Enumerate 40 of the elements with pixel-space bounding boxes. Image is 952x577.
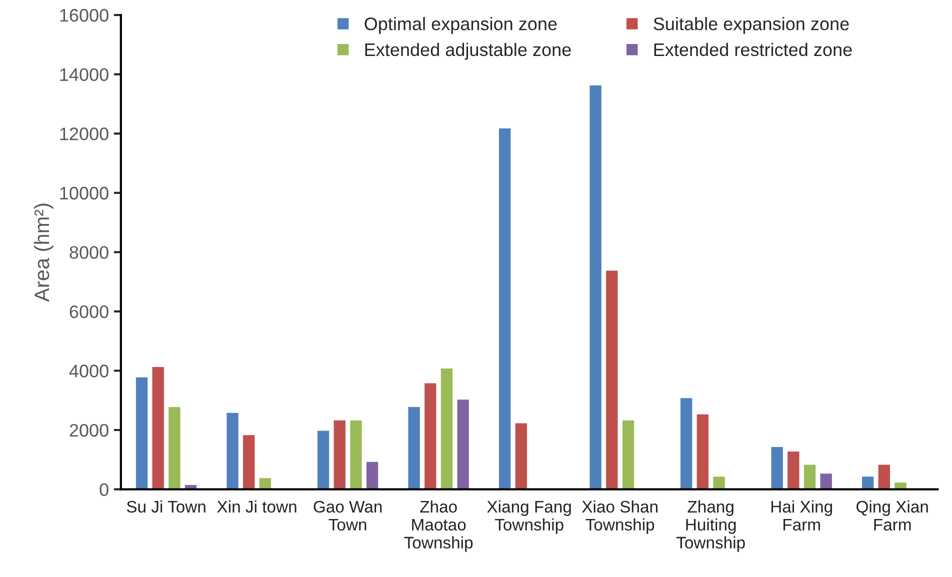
bar	[621, 418, 636, 490]
legend-label: Extended adjustable zone	[365, 42, 571, 60]
y-tick-label: 12000	[60, 128, 108, 140]
y-axis-title: Area (hm²)	[34, 204, 54, 302]
bar	[818, 472, 834, 490]
bar	[695, 413, 710, 490]
y-tick-label: 4000	[69, 364, 108, 378]
bar	[439, 367, 454, 490]
y-tick-label: 0	[100, 483, 108, 496]
y-tick-label: 14000	[60, 68, 108, 82]
y-tick-label: 16000	[60, 8, 108, 22]
y-tick-label: 6000	[70, 305, 108, 318]
y-tick-label: 8000	[70, 246, 108, 259]
x-tick-label: Zhao Maotao Township	[404, 500, 473, 552]
x-tick-label: Xin Ji town	[217, 500, 296, 513]
bar	[258, 476, 272, 490]
x-tick-label: Xiao Shan Township	[582, 500, 658, 534]
x-tick-label: Xiang Fang Township	[487, 500, 571, 534]
bar	[498, 126, 512, 490]
y-tick-label: 10000	[60, 186, 108, 200]
bar	[876, 463, 892, 490]
x-tick-label: Gao Wan Town	[314, 500, 382, 531]
legend-label: Suitable expansion zone	[654, 17, 849, 34]
x-tick-label: Qing Xian Farm	[856, 500, 928, 531]
bar	[514, 422, 528, 490]
bar	[134, 376, 150, 490]
y-tick-label: 2000	[70, 424, 108, 437]
bar	[365, 460, 380, 490]
x-tick-label: Hai Xing Farm	[771, 500, 832, 531]
x-tick-label: Su Ji Town	[126, 500, 206, 513]
bar	[802, 463, 817, 490]
bar	[316, 429, 331, 490]
legend-label: Optimal expansion zone	[364, 17, 557, 34]
bar	[893, 481, 908, 490]
legend-label: Extended restricted zone	[654, 42, 852, 56]
x-tick-label: Zhang Huiting Township	[676, 500, 745, 552]
bar	[860, 475, 876, 490]
bar	[712, 475, 726, 490]
bar	[679, 396, 694, 490]
bar	[456, 398, 470, 490]
